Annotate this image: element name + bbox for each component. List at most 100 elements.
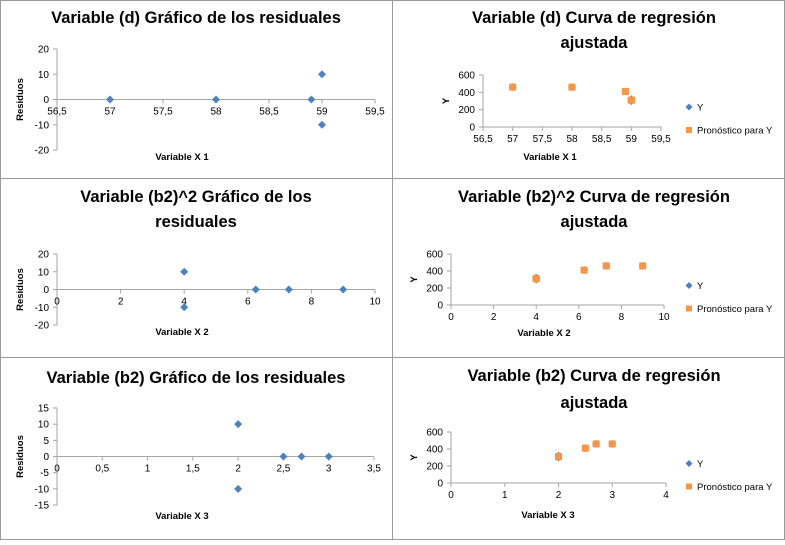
y-tick-label: -20 [35,146,50,157]
chart-2: Variable (d) Curva de regresión ajustada 6… [441,9,773,163]
chart-5: Variable (b2) Gráfico de los residuales 1… [15,369,381,522]
y-tick-label: -5 [40,468,49,479]
y-axis-label: Y [409,276,420,283]
x-tick-label: 8 [619,312,625,323]
y-tick-label: 20 [38,250,50,261]
data-point-series-1 [251,285,260,294]
chart-title-line: Variable (b2) Curva de regresión [467,367,720,385]
chart-title-line: Variable (b2) Gráfico de los residuales [47,369,346,387]
x-tick-label: 0 [54,464,60,475]
y-tick-label: -10 [35,484,50,495]
x-tick-label: 8 [309,297,315,308]
x-tick-label: 0 [54,297,60,308]
chart-6: Variable (b2) Curva de regresión ajustada… [409,367,773,521]
chart-title-line: Variable (d) Gráfico de los residuales [51,9,341,27]
data-point-series-1 [106,95,114,104]
x-axis-label: Variable X 2 [155,327,208,338]
x-tick-label: 56,5 [473,134,493,145]
legend-label: Y [697,459,704,470]
x-tick-label: 3 [609,490,615,501]
legend-label: Pronóstico para Y [697,482,773,493]
x-tick-label: 4 [533,312,539,323]
chart-panel-5: Variable (b2) Gráfico de los residuales 1… [0,358,392,540]
x-tick-label: 6 [576,312,582,323]
data-point-series-2 [627,96,635,104]
legend-marker [686,305,692,312]
legend-label: Pronóstico para Y [697,126,773,137]
legend-label: Pronóstico para Y [697,304,773,315]
y-tick-label: 0 [43,95,49,106]
x-tick-label: 2 [235,464,241,475]
data-point-series-1 [180,267,189,276]
chart-title-line: residuales [155,213,237,231]
y-tick-label: 10 [38,420,50,431]
data-point-series-1 [279,452,288,461]
x-tick-label: 1 [145,464,151,475]
chart-title-line: ajustada [561,394,629,412]
x-axis-label: Variable X 3 [521,510,574,521]
chart-4: Variable (b2)^2 Curva de regresión ajusta… [409,188,773,339]
legend-marker [686,483,692,490]
data-point-series-2 [555,453,562,461]
data-point-series-2 [532,275,540,283]
data-point-series-1 [318,70,326,79]
chart-1: Variable (d) Gráfico de los residuales 20… [15,9,385,163]
x-tick-label: 2 [118,297,124,308]
data-point-series-1 [339,285,348,294]
x-axis-label: Variable X 1 [155,152,209,163]
x-tick-label: 57,5 [153,107,173,118]
y-axis-label: Residuos [15,435,26,478]
legend-label: Y [697,103,704,114]
x-tick-label: 1 [502,490,508,501]
y-tick-label: -20 [35,321,50,332]
x-tick-label: 6 [245,297,251,308]
y-tick-label: 0 [43,452,49,463]
x-tick-label: 58,5 [259,107,279,118]
chart-title-line: ajustada [561,34,629,52]
x-tick-label: 59,5 [365,107,385,118]
y-axis-label: Residuos [15,78,26,121]
x-tick-label: 0 [448,490,454,501]
data-point-series-1 [297,452,306,461]
y-tick-label: 0 [469,123,475,134]
x-tick-label: 56,5 [47,107,67,118]
chart-title-line: ajustada [561,213,629,231]
data-point-series-1 [284,285,293,294]
x-tick-label: 59,5 [651,134,671,145]
y-tick-label: 0 [437,479,443,490]
x-axis-label: Variable X 2 [517,328,570,339]
data-point-series-1 [212,95,220,104]
chart-panel-3: Variable (b2)^2 Gráfico de los residuales… [0,179,392,357]
x-tick-label: 58 [566,134,578,145]
x-tick-label: 10 [369,297,381,308]
x-tick-label: 57 [104,107,116,118]
y-tick-label: 200 [426,462,443,473]
y-tick-label: 600 [426,428,443,439]
x-tick-label: 58,5 [592,134,612,145]
legend-marker [685,103,693,111]
y-tick-label: 20 [38,45,50,56]
x-tick-label: 1,5 [186,464,200,475]
chart-title-line: Variable (b2)^2 Curva de regresión [458,188,730,206]
chart-panel-1: Variable (d) Gráfico de los residuales 20… [0,0,392,178]
y-tick-label: 15 [38,404,50,415]
y-axis-label: Y [409,454,420,461]
legend-label: Y [697,281,704,292]
y-axis-label: Residuos [15,268,26,311]
data-point-series-2 [639,262,647,270]
data-point-series-2 [608,440,616,448]
x-tick-label: 2,5 [276,464,290,475]
x-tick-label: 4 [663,490,669,501]
x-tick-label: 2 [491,312,497,323]
legend-marker [686,127,692,133]
x-axis-label: Variable X 3 [155,511,208,522]
x-tick-label: 0 [448,312,454,323]
y-tick-label: 10 [38,267,50,278]
x-tick-label: 3 [326,464,332,475]
data-point-series-2 [602,262,610,270]
data-point-series-1 [307,95,316,104]
x-axis-label: Variable X 1 [523,152,577,163]
legend-marker [685,460,693,467]
y-tick-label: 600 [426,250,443,261]
y-axis-label: Y [441,97,452,104]
